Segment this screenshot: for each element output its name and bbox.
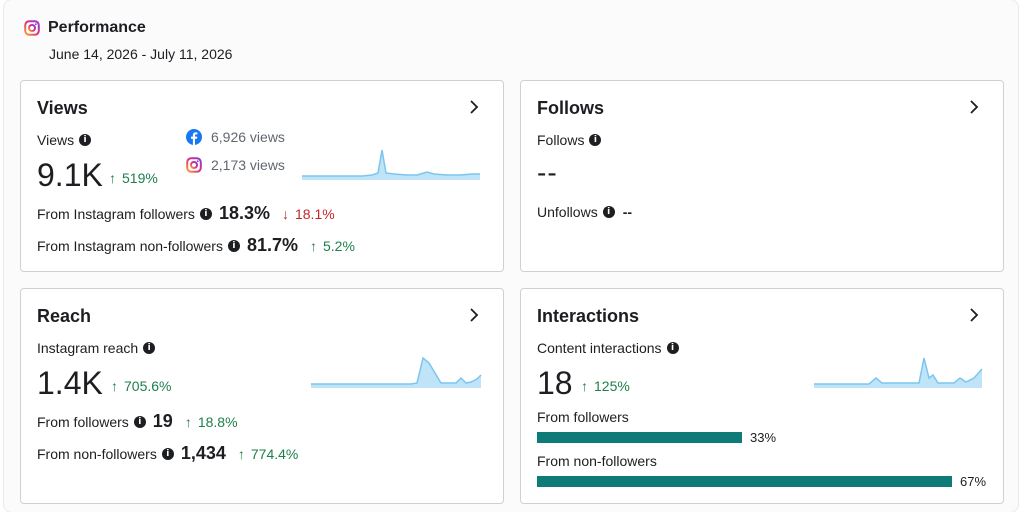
arrow-up-icon: ↑ (581, 378, 588, 394)
interactions-followers-label: From followers (537, 409, 629, 425)
instagram-icon (24, 20, 40, 36)
interactions-label: Content interactions (537, 340, 662, 356)
reach-delta: ↑ 705.6% (111, 378, 172, 394)
arrow-up-icon: ↑ (237, 445, 245, 462)
follows-value: -- (537, 157, 558, 188)
reach-followers-row: From followers i 19 ↑ 18.8% (37, 411, 238, 432)
interactions-value: 18 (537, 365, 573, 401)
interactions-delta: ↑ 125% (581, 378, 630, 394)
views-value: 9.1K (37, 157, 103, 193)
instagram-views: 2,173 views (186, 157, 285, 173)
reach-value: 1.4K (37, 365, 103, 401)
interactions-label-row: Content interactions i (537, 340, 679, 356)
views-non-followers-label: From Instagram non-followers (37, 237, 223, 254)
performance-panel: Performance June 14, 2026 - July 11, 202… (4, 0, 1018, 512)
views-delta: ↑ 519% (109, 170, 158, 186)
page-title: Performance (48, 19, 146, 36)
reach-sparkline (311, 356, 482, 388)
reach-followers-label: From followers (37, 413, 129, 430)
views-non-followers-value: 81.7% (246, 235, 298, 255)
reach-card[interactable]: Reach Instagram reach i 1.4K ↑ 705.6% Fro… (20, 288, 504, 504)
info-icon[interactable]: i (133, 415, 146, 428)
info-icon[interactable]: i (227, 239, 240, 252)
views-non-followers-delta: ↑ 5.2% (310, 237, 355, 254)
views-label: Views (37, 132, 75, 148)
views-followers-delta: ↓ 18.1% (281, 205, 335, 222)
arrow-up-icon: ↑ (111, 378, 118, 394)
reach-non-followers-value: 1,434 (180, 443, 226, 463)
views-card[interactable]: Views Views i 9.1K ↑ 519% 6,926 views 2,1… (20, 80, 504, 272)
card-title: Reach (37, 306, 92, 326)
interactions-followers-pct: 33% (750, 430, 777, 445)
info-icon[interactable]: i (589, 134, 602, 146)
info-icon[interactable]: i (602, 206, 615, 218)
info-icon[interactable]: i (199, 207, 212, 220)
info-icon[interactable]: i (666, 342, 679, 354)
instagram-icon (186, 157, 202, 173)
reach-followers-value: 19 (152, 411, 173, 431)
views-sparkline (302, 149, 480, 180)
interactions-non-followers-label: From non-followers (537, 453, 657, 469)
interactions-non-followers-pct: 67% (960, 474, 987, 489)
views-followers-row: From Instagram followers i 18.3% ↓ 18.1% (37, 203, 335, 224)
unfollows-label: Unfollows (537, 204, 598, 220)
chevron-right-icon[interactable] (467, 100, 481, 114)
views-non-followers-row: From Instagram non-followers i 81.7% ↑ 5.… (37, 235, 355, 256)
views-followers-value: 18.3% (218, 203, 270, 223)
follows-label: Follows (537, 132, 585, 148)
views-label-row: Views i (37, 132, 92, 148)
interactions-card[interactable]: Interactions Content interactions i 18 ↑… (520, 288, 1004, 504)
interactions-followers-bar (537, 432, 742, 443)
card-title: Views (37, 98, 88, 118)
chevron-right-icon[interactable] (967, 308, 981, 322)
reach-non-followers-delta: ↑ 774.4% (237, 445, 299, 462)
reach-label-row: Instagram reach i (37, 340, 156, 356)
reach-label: Instagram reach (37, 340, 139, 356)
arrow-up-icon: ↑ (109, 170, 116, 186)
reach-non-followers-row: From non-followers i 1,434 ↑ 774.4% (37, 443, 298, 464)
unfollows-row: Unfollows i -- (537, 204, 632, 220)
date-range: June 14, 2026 - July 11, 2026 (49, 46, 233, 62)
info-icon[interactable]: i (161, 447, 174, 460)
info-icon[interactable]: i (79, 134, 92, 146)
chevron-right-icon[interactable] (967, 100, 981, 114)
follows-label-row: Follows i (537, 132, 602, 148)
unfollows-value: -- (622, 204, 633, 220)
reach-non-followers-label: From non-followers (37, 445, 157, 462)
arrow-down-icon: ↓ (281, 205, 289, 222)
chevron-right-icon[interactable] (467, 308, 481, 322)
arrow-up-icon: ↑ (184, 413, 192, 430)
interactions-sparkline (814, 357, 983, 388)
card-title: Interactions (537, 306, 640, 326)
arrow-up-icon: ↑ (310, 237, 317, 254)
interactions-non-followers-bar (537, 476, 952, 487)
facebook-icon (186, 129, 202, 145)
card-title: Follows (537, 98, 604, 118)
facebook-views: 6,926 views (186, 129, 285, 145)
reach-followers-delta: ↑ 18.8% (184, 413, 238, 430)
follows-card[interactable]: Follows Follows i -- Unfollows i -- (520, 80, 1004, 272)
info-icon[interactable]: i (143, 342, 156, 354)
views-followers-label: From Instagram followers (37, 205, 195, 222)
